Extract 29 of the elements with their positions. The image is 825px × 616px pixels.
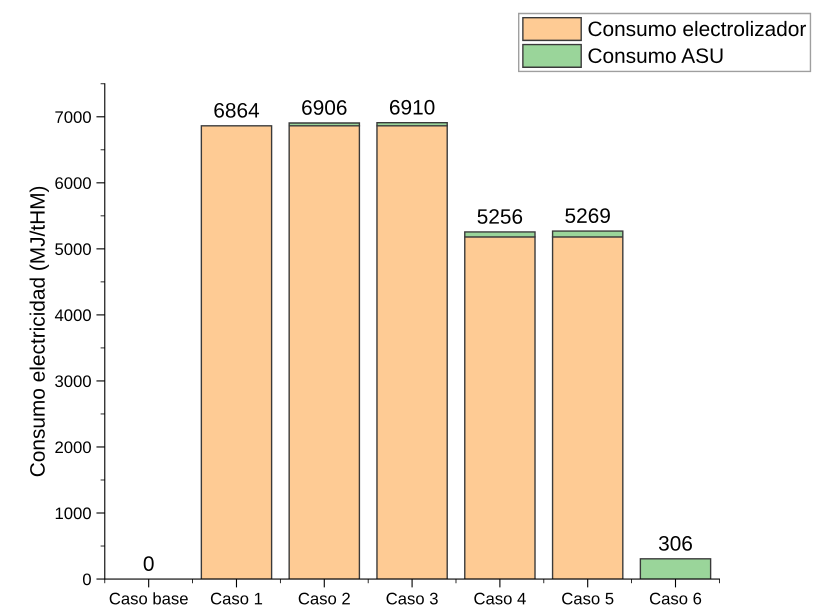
x-tick-label: Caso 2 bbox=[298, 592, 350, 604]
total-label: 306 bbox=[658, 536, 692, 551]
y-axis-title: Consumo electricidad (MJ/tHM) bbox=[30, 186, 49, 476]
text: 0 bbox=[144, 556, 154, 571]
total-label: 6864 bbox=[214, 102, 260, 118]
bar bbox=[640, 558, 712, 580]
total-label: 5269 bbox=[565, 208, 610, 224]
y-tick-label: 1000 bbox=[56, 507, 91, 520]
total-label: 6910 bbox=[390, 100, 434, 115]
total-label: 5256 bbox=[478, 209, 522, 224]
y-tick-label: 2000 bbox=[55, 441, 91, 454]
x-tick-label: Caso base bbox=[110, 592, 188, 604]
x-tick-label: Caso 3 bbox=[386, 592, 438, 604]
y-tick-label: 5000 bbox=[55, 243, 91, 256]
legend-label: Consumo ASU bbox=[588, 48, 722, 64]
y-tick-label: 3000 bbox=[55, 375, 91, 388]
x-tick-label: Caso 4 bbox=[474, 592, 526, 604]
y-tick-label: 4000 bbox=[54, 309, 91, 322]
y-tick-label: 6000 bbox=[55, 177, 91, 190]
y-tick-label: 7000 bbox=[55, 111, 91, 123]
x-tick-label: Caso 1 bbox=[210, 592, 262, 604]
total-label: 6906 bbox=[302, 100, 347, 115]
bar bbox=[376, 125, 448, 580]
x-tick-label: Caso 5 bbox=[562, 592, 614, 604]
y-tick-label: 0 bbox=[82, 573, 91, 586]
x-tick-label: Caso 6 bbox=[650, 592, 702, 604]
legend-label: Consumo electrolizador bbox=[588, 20, 806, 36]
bar bbox=[288, 125, 360, 580]
bar bbox=[200, 125, 272, 580]
